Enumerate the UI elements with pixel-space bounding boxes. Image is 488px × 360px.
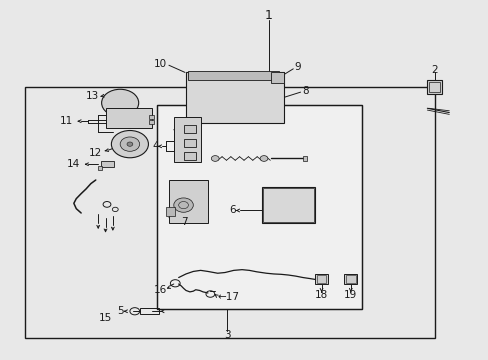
Bar <box>157 105 361 309</box>
Bar <box>183 152 195 160</box>
Bar <box>345 275 355 283</box>
Text: 6: 6 <box>229 206 236 216</box>
Circle shape <box>111 131 148 158</box>
Text: 10: 10 <box>154 59 167 69</box>
Bar <box>173 117 200 162</box>
Text: 18: 18 <box>314 290 327 300</box>
Text: 13: 13 <box>85 91 99 101</box>
Bar <box>140 308 159 315</box>
Circle shape <box>173 198 193 212</box>
Text: ←17: ←17 <box>218 292 240 302</box>
Circle shape <box>102 89 139 117</box>
Text: 11: 11 <box>60 116 73 126</box>
Bar <box>303 156 306 161</box>
Bar <box>149 115 154 119</box>
Text: 1: 1 <box>264 9 272 22</box>
Text: 15: 15 <box>98 313 111 323</box>
Bar <box>183 125 195 133</box>
Text: 19: 19 <box>344 290 357 300</box>
Bar <box>315 274 327 284</box>
Bar <box>316 275 326 283</box>
Text: 8: 8 <box>302 86 308 96</box>
Text: 5: 5 <box>117 306 123 316</box>
Circle shape <box>260 156 267 161</box>
Bar <box>149 120 154 125</box>
Circle shape <box>120 137 140 151</box>
Bar <box>427 80 441 94</box>
Bar <box>428 82 439 93</box>
Text: 7: 7 <box>181 217 187 227</box>
Text: 4: 4 <box>152 141 159 151</box>
Bar <box>98 166 102 170</box>
Bar <box>185 72 283 123</box>
Bar <box>105 108 152 128</box>
Bar <box>188 71 278 80</box>
Text: 14: 14 <box>67 159 81 169</box>
Text: 2: 2 <box>430 64 437 75</box>
Text: 3: 3 <box>224 330 230 340</box>
Circle shape <box>127 142 133 146</box>
Bar <box>168 180 207 223</box>
Bar <box>344 274 356 284</box>
Circle shape <box>211 156 219 161</box>
Bar <box>262 188 313 222</box>
Bar <box>261 187 315 223</box>
Bar <box>271 72 283 83</box>
Text: 16: 16 <box>154 285 167 296</box>
Bar <box>101 161 114 167</box>
Bar <box>166 207 175 216</box>
Bar <box>183 139 195 147</box>
Bar <box>157 105 361 309</box>
Bar <box>25 87 434 338</box>
Text: 9: 9 <box>294 62 301 72</box>
Text: 12: 12 <box>89 148 102 158</box>
